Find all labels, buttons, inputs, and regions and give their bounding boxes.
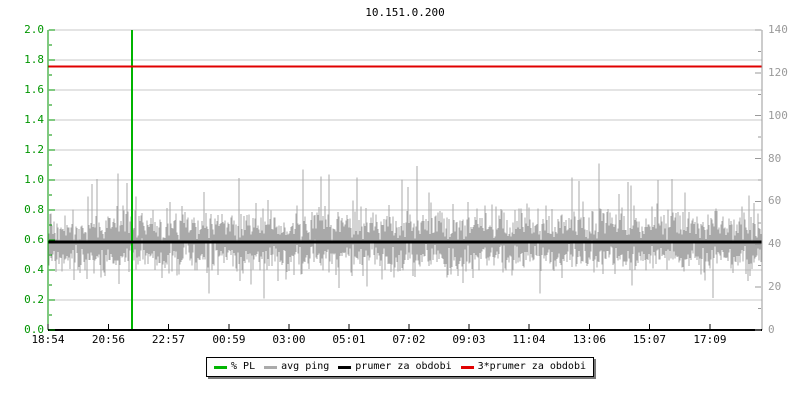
legend-swatch-icon — [214, 365, 228, 369]
right-axis-tick-label: 100 — [768, 108, 788, 122]
x-axis-tick-label: 22:57 — [151, 333, 186, 346]
legend-item: 3*prumer za obdobi — [460, 361, 586, 373]
left-axis-tick-label: 1.8 — [24, 53, 44, 66]
x-axis-tick-label: 05:01 — [332, 333, 366, 346]
legend: % PL avg ping prumer za obdobi 3*prumer za … — [206, 357, 594, 377]
x-axis-tick-label: 15:07 — [632, 333, 666, 346]
left-axis-tick-label: 2.0 — [24, 23, 44, 36]
left-axis-tick-label: 0.2 — [24, 293, 44, 306]
legend-swatch-icon — [264, 365, 278, 369]
left-axis-tick-label: 1.2 — [24, 143, 44, 156]
legend-item: avg ping — [264, 361, 329, 373]
chart-title: 10.151.0.200 — [365, 6, 445, 19]
left-axis-tick-label: 0.0 — [24, 323, 44, 336]
right-axis-tick-label: 40 — [768, 237, 782, 251]
legend-swatch-icon — [460, 365, 474, 369]
left-axis-tick-label: 1.6 — [24, 83, 44, 96]
left-axis-tick-label: 1.4 — [24, 113, 44, 126]
left-axis-tick-label: 1.0 — [24, 173, 44, 186]
left-axis-tick-label: 0.4 — [24, 263, 44, 276]
legend-label: % PL — [231, 361, 256, 372]
x-axis-tick-label: 07:02 — [392, 333, 426, 346]
right-axis-tick-label: 140 — [768, 23, 788, 36]
x-axis-tick-label: 03:00 — [272, 333, 306, 346]
right-axis-tick-label: 0 — [768, 323, 775, 336]
right-axis-tick-label: 120 — [768, 65, 788, 79]
x-axis-tick-label: 09:03 — [452, 333, 486, 346]
right-axis-tick-label: 20 — [768, 280, 782, 294]
x-axis-tick-label: 00:59 — [212, 333, 246, 346]
x-axis-tick-label: 11:04 — [512, 333, 546, 346]
x-axis-tick-label: 13:06 — [572, 333, 606, 346]
legend-item: % PL — [214, 361, 255, 373]
x-axis-tick-label: 20:56 — [91, 333, 126, 346]
legend-swatch-icon — [338, 365, 352, 369]
legend-label: prumer za obdobi — [355, 361, 452, 372]
x-axis-tick-label: 17:09 — [693, 333, 727, 346]
legend-label: avg ping — [281, 361, 330, 372]
right-axis-tick-label: 60 — [768, 194, 782, 208]
x-axis-tick-label: 18:54 — [31, 333, 65, 346]
left-axis-tick-label: 0.8 — [24, 203, 44, 216]
right-axis-tick-label: 80 — [768, 151, 782, 165]
legend-item: prumer za obdobi — [338, 361, 452, 373]
left-axis-tick-label: 0.6 — [24, 233, 44, 246]
legend-label: 3*prumer za obdobi — [477, 361, 586, 372]
